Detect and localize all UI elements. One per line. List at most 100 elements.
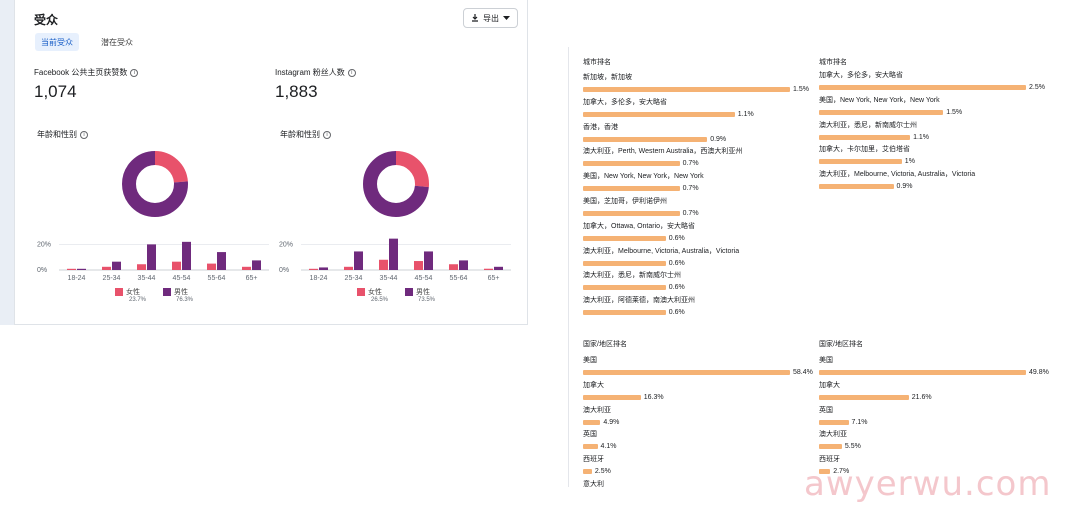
ranking-value: 0.7% xyxy=(682,210,699,217)
instagram-age-bar-chart: 0% 20% 18-24 25-34 35-44 45-54 55-64 65+ xyxy=(279,238,511,282)
ranking-label: 澳大利亚 xyxy=(583,406,611,414)
bar-male xyxy=(252,260,261,270)
ranking-label: 美国，New York, New York，New York xyxy=(583,173,704,181)
ranking-value: 1.5% xyxy=(946,108,963,116)
legend-female: 女性 xyxy=(357,287,382,297)
x-tick-label: 25-34 xyxy=(103,275,121,282)
ranking-item: 澳大利亚，Melbourne, Victoria, Australia，Vict… xyxy=(583,247,820,269)
ranking-item: 美国，New York, New York，New York 1.5% xyxy=(819,96,1056,118)
bar-male xyxy=(112,261,121,270)
ranking-bar xyxy=(583,211,680,216)
ranking-bar xyxy=(583,444,598,450)
ranking-value: 0.6% xyxy=(668,259,685,267)
legend-male-label: 男性 xyxy=(174,289,188,296)
bar-female xyxy=(67,268,76,270)
ranking-bar xyxy=(819,370,1026,375)
export-button[interactable]: 导出 xyxy=(463,8,518,28)
ranking-value: 1% xyxy=(904,158,915,166)
x-tick-label: 25-34 xyxy=(345,275,363,282)
ranking-bar xyxy=(583,370,790,375)
x-tick-label: 35-44 xyxy=(138,275,156,282)
facebook-metric-label: Facebook 公共主页获赞数 i xyxy=(34,67,139,78)
ranking-item: 加拿大 16.3% xyxy=(583,381,820,403)
ranking-label: 澳大利亚，Melbourne, Victoria, Australia，Vict… xyxy=(819,171,976,179)
ranking-label: 澳大利亚，悉尼，新南威尔士州 xyxy=(583,272,681,280)
ranking-bar-row: 0.9% xyxy=(819,183,1056,192)
legend-female-pct: 26.5% xyxy=(371,297,389,303)
bar-female xyxy=(102,266,111,270)
legend-female: 女性 xyxy=(115,287,140,297)
ranking-bar-row: 49.8% xyxy=(819,369,1056,378)
facebook-gender-donut xyxy=(122,151,188,217)
ranking-bar-row: 2.5% xyxy=(819,84,1056,93)
ranking-value: 0.7% xyxy=(682,160,699,168)
bar-male xyxy=(354,251,363,270)
ranking-label: 澳大利亚，Perth, Western Australia，西澳大利亚州 xyxy=(583,148,743,156)
ranking-bar xyxy=(583,235,666,241)
ranking-value: 1.5% xyxy=(793,86,809,93)
ranking-bar-row: 21.6% xyxy=(819,394,1056,403)
legend-female-swatch xyxy=(357,288,365,296)
ranking-bar xyxy=(819,134,911,140)
facebook-age-bar-chart: 0% 20% 18-24 25-34 35-44 45-54 55-64 65+ xyxy=(37,241,269,282)
ranking-item: 意大利 xyxy=(583,480,820,490)
instagram-metric-value: 1,883 xyxy=(275,82,318,101)
ranking-bar-row: 1.1% xyxy=(583,111,820,120)
ranking-bar xyxy=(819,394,909,400)
tab-potential-audience[interactable]: 潜在受众 xyxy=(101,37,133,47)
ranking-item: 澳大利亚 5.5% xyxy=(819,430,1056,452)
download-icon xyxy=(471,14,479,22)
ranking-bar xyxy=(819,444,842,450)
legend-female-pct: 23.7% xyxy=(129,297,147,303)
bar-female xyxy=(309,268,318,270)
legend-female-swatch xyxy=(115,288,123,296)
ranking-bar-row: 0.7% xyxy=(583,160,820,169)
country-ranking-title-right: 国家/地区排名 xyxy=(819,341,863,348)
bar-female xyxy=(379,259,388,270)
ranking-bar-row: 7.1% xyxy=(819,419,1056,428)
info-icon[interactable]: i xyxy=(80,130,88,139)
left-background-strip xyxy=(0,0,14,325)
tab-current-audience[interactable]: 当前受众 xyxy=(35,33,79,51)
info-icon[interactable]: i xyxy=(347,68,356,77)
legend-male: 男性 xyxy=(163,287,188,297)
info-icon[interactable]: i xyxy=(323,130,331,139)
ranking-bar xyxy=(819,159,902,165)
bar-female xyxy=(414,261,423,270)
facebook-legend: 女性 23.7% 男性 76.3% xyxy=(115,287,215,307)
info-icon[interactable]: i xyxy=(130,68,139,77)
ranking-label: 西班牙 xyxy=(819,456,840,464)
legend-female-label: 女性 xyxy=(126,289,140,296)
audience-panel: 受众 导出 当前受众 潜在受众 Facebook 公共主页获赞数 i 1,074… xyxy=(14,0,528,325)
bar-male xyxy=(217,252,226,270)
panel-title: 受众 xyxy=(34,13,59,27)
ranking-value: 0.6% xyxy=(668,284,685,292)
ranking-item: 美国，芝加哥，伊利诺伊州 0.7% xyxy=(583,197,820,219)
instagram-metric-label: Instagram 粉丝人数 i xyxy=(275,67,356,78)
ranking-value: 49.8% xyxy=(1029,369,1049,376)
instagram-gender-donut xyxy=(363,151,429,217)
ranking-item: 澳大利亚，悉尼，新南威尔士州 0.6% xyxy=(583,271,820,293)
ranking-item: 英国 4.1% xyxy=(583,430,820,452)
ranking-item: 澳大利亚，Melbourne, Victoria, Australia，Vict… xyxy=(819,170,1056,192)
ranking-label: 加拿大，卡尔加里，艾伯塔省 xyxy=(819,146,910,154)
ranking-label: 澳大利亚，悉尼，新南威尔士州 xyxy=(819,121,917,129)
ranking-value: 4.9% xyxy=(603,418,620,426)
facebook-age-gender-text: 年龄和性别 xyxy=(37,130,77,139)
instagram-metric-label-text: Instagram 粉丝人数 xyxy=(275,68,345,77)
ranking-value: 7.1% xyxy=(851,418,868,426)
legend-male-swatch xyxy=(405,288,413,296)
x-tick-label: 18-24 xyxy=(310,275,328,282)
ranking-bar xyxy=(583,394,641,400)
bar-female xyxy=(207,263,216,270)
ranking-label: 美国，芝加哥，伊利诺伊州 xyxy=(583,198,667,205)
ranking-item: 加拿大 21.6% xyxy=(819,381,1056,403)
ranking-value: 21.6% xyxy=(911,393,932,401)
bar-female xyxy=(344,266,353,270)
export-label: 导出 xyxy=(483,13,499,23)
bar-female xyxy=(242,266,251,270)
ranking-bar xyxy=(819,469,831,475)
instagram-age-gender-label: 年龄和性别 i xyxy=(280,129,331,140)
ranking-bar xyxy=(819,109,944,115)
